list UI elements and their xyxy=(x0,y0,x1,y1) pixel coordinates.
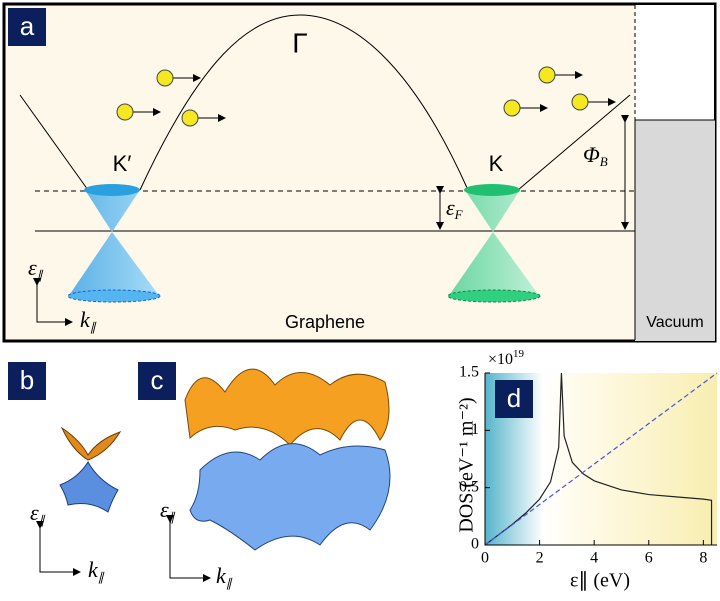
momentum-axis-label: k∥ xyxy=(88,557,105,584)
panel-label: d xyxy=(507,383,521,413)
panel-label: c xyxy=(151,365,164,395)
cone-base xyxy=(447,289,541,303)
momentum-axis-label: k∥ xyxy=(80,307,97,334)
panel-label: b xyxy=(20,365,34,395)
panel-label-box xyxy=(8,362,46,400)
panel-label-box xyxy=(8,8,46,46)
upper-band xyxy=(184,368,390,446)
upper-band xyxy=(60,426,122,461)
lower-band xyxy=(59,461,119,513)
cone xyxy=(68,190,160,297)
axes-arrows xyxy=(33,278,73,326)
y-tick-label: 1 xyxy=(471,421,479,438)
panel-b: b ε∥ k∥ xyxy=(8,362,122,584)
graphene-label: Graphene xyxy=(285,312,365,332)
fermi-label: εF xyxy=(446,195,464,222)
axes-arrows xyxy=(36,521,81,576)
energy-axis-label: ε∥ xyxy=(30,500,46,527)
x-tick-label: 2 xyxy=(536,550,544,567)
x-tick-label: 0 xyxy=(481,550,489,567)
vacuum-label: Vacuum xyxy=(646,314,704,331)
cone-base xyxy=(67,289,161,303)
x-axis-label: ε∥ (eV) xyxy=(570,570,630,592)
panel-label-box xyxy=(495,380,533,418)
momentum-axis-label: k∥ xyxy=(216,563,233,590)
x-tick-label: 4 xyxy=(590,550,598,567)
panel-c: c ε∥ k∥ xyxy=(138,362,391,590)
vacuum-upper xyxy=(635,5,714,120)
k-label: K xyxy=(489,151,504,176)
gamma-label: Γ xyxy=(292,27,307,58)
axes-arrows xyxy=(166,515,211,582)
electrons xyxy=(116,66,589,127)
lower-band xyxy=(189,443,391,551)
barrier-label: ΦB xyxy=(583,142,608,169)
panel-a: a Γ K′ K εF ΦB ε∥ k∥ Graphene Vacuum xyxy=(2,2,717,343)
y-tick-label: 0 xyxy=(471,536,479,553)
cone-top xyxy=(464,184,520,196)
x-tick-label: 6 xyxy=(645,550,653,567)
energy-axis-label: ε∥ xyxy=(28,255,44,282)
vacuum-region xyxy=(635,120,715,341)
series-line xyxy=(484,372,718,546)
y-multiplier: ×1019 xyxy=(488,348,525,368)
panel-label-box xyxy=(138,362,176,400)
band xyxy=(19,14,631,191)
panel-label: a xyxy=(20,11,35,41)
x-tick-label: 8 xyxy=(699,550,707,567)
series-line xyxy=(484,372,713,546)
panel-d: d DOS (eV⁻¹ m⁻²) ε∥ (eV) ×1019 0 2 4 6 8 0 0.5… xyxy=(456,348,718,592)
y-axis-label: DOS (eV⁻¹ m⁻²) xyxy=(456,397,478,532)
k-prime-label: K′ xyxy=(113,151,132,176)
y-tick-label: 0.5 xyxy=(459,478,479,495)
cone xyxy=(448,190,540,297)
energy-axis-label: ε∥ xyxy=(160,497,176,524)
y-tick-label: 1.5 xyxy=(459,364,479,381)
cone-top xyxy=(84,184,140,196)
